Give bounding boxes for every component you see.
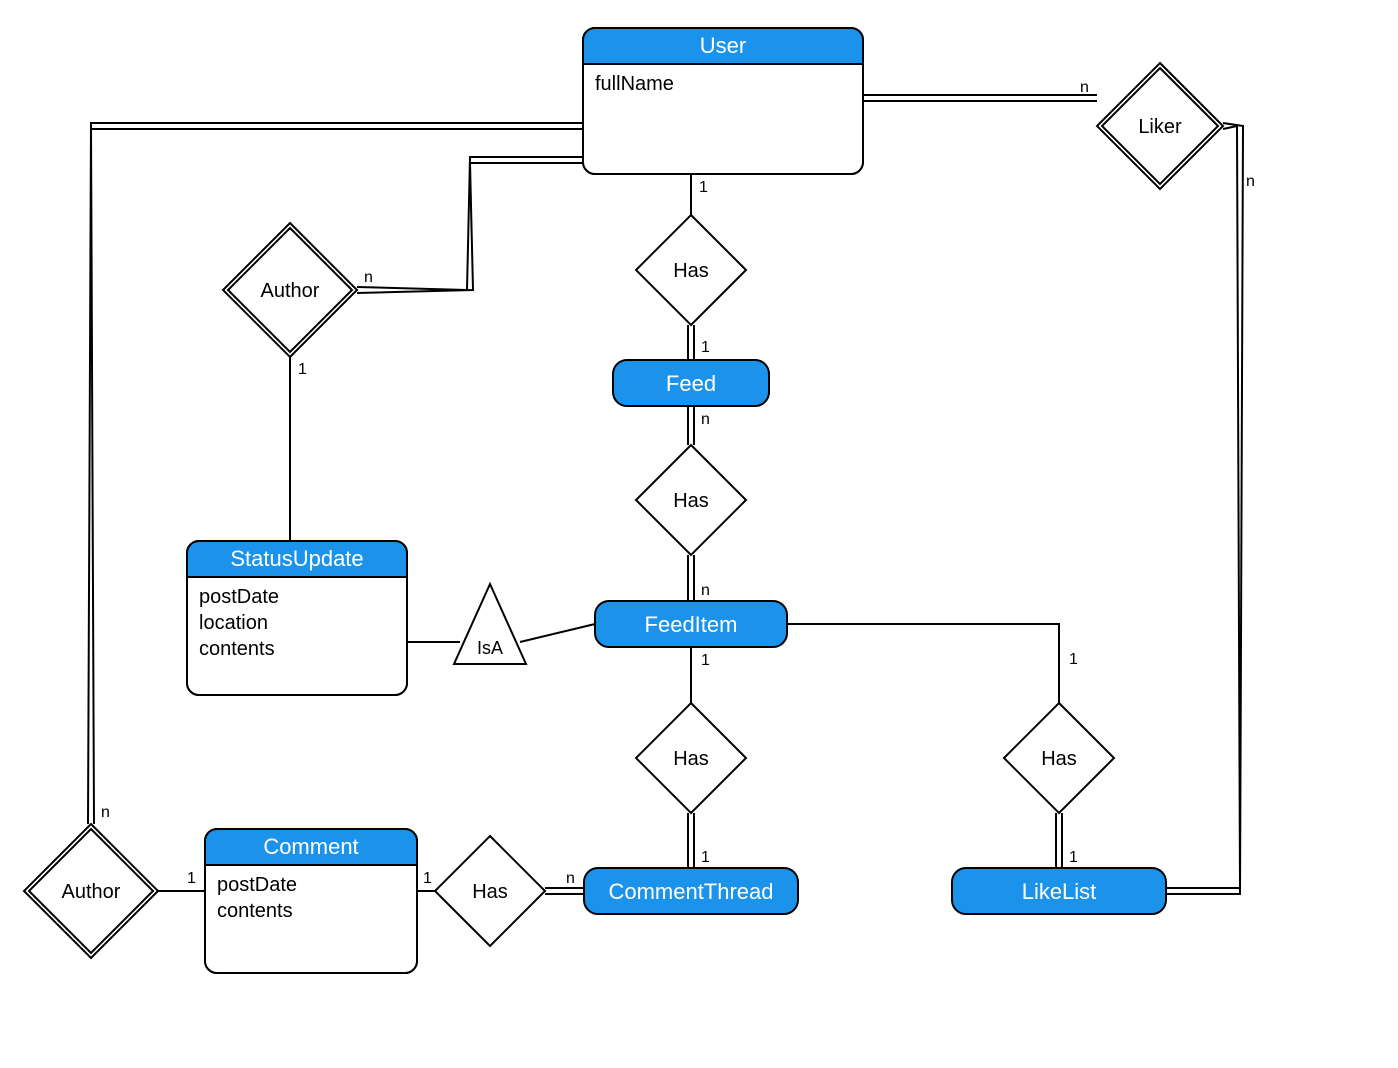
entity-attr-user-0: fullName [595,73,674,95]
card-user_has_top: 1 [699,179,708,196]
relationship-label-has_comment: Has [472,881,508,903]
card-author_status_1: 1 [298,361,307,378]
relationship-label-author_comment: Author [62,881,121,903]
card-liker_user_n: n [1080,79,1089,96]
e-liker-ll [1166,126,1240,888]
entity-title-status_update: StatusUpdate [230,546,363,571]
card-comment_author_1: 1 [187,870,196,887]
relationship-label-has_item_comment: Has [673,748,709,770]
e-isa-feeditem [520,624,595,642]
card-feed_has_bot: n [701,411,710,428]
relationship-label-author_status: Author [261,280,320,302]
card-ll_top: 1 [1069,849,1078,866]
entity-attr-status_update-1: location [199,612,268,634]
card-liker_ll_n: n [1246,173,1255,190]
er-diagram: User fullName StatusUpdate postDate location… [0,0,1398,1068]
e-liker-ll [1166,123,1243,894]
entity-label-feed_item: FeedItem [645,612,738,637]
entity-attr-status_update-2: contents [199,638,275,660]
entity-label-comment_thread: CommentThread [608,879,773,904]
entity-title-user: User [700,33,746,58]
card-feeditem_has_top: n [701,582,710,599]
entity-attr-comment-0: postDate [217,874,297,896]
card-feeditem_ct_top: 1 [701,652,710,669]
relationship-label-has_user_feed: Has [673,260,709,282]
card-comment_has_1: 1 [423,870,432,887]
entity-title-comment: Comment [263,834,358,859]
card-feeditem_ll: 1 [1069,651,1078,668]
relationship-label-has_item_like: Has [1041,748,1077,770]
e-feeditem-hasll [787,624,1059,703]
entity-attr-status_update-0: postDate [199,586,279,608]
e-authorc-user [91,129,583,824]
entity-label-feed: Feed [666,371,716,396]
card-ct_top: 1 [701,849,710,866]
relationship-label-has_feed_item: Has [673,490,709,512]
card-author_comment_n: n [101,804,110,821]
card-feed_has_top: 1 [701,339,710,356]
e-authorc-user [88,123,583,824]
card-ct_has_n: n [566,870,575,887]
e-author-user [357,163,583,293]
isa-label: IsA [477,638,503,658]
entity-attr-comment-1: contents [217,900,293,922]
relationship-label-liker: Liker [1138,116,1182,138]
card-author_status_n: n [364,269,373,286]
entity-label-like_list: LikeList [1022,879,1097,904]
